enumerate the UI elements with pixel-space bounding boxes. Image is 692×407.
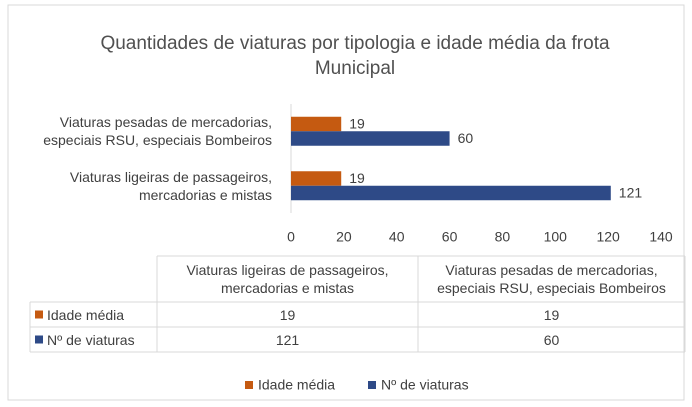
table-cell: 60 xyxy=(543,331,560,348)
legend-key xyxy=(245,381,253,389)
bar xyxy=(291,185,611,201)
table-cell: 19 xyxy=(543,306,560,323)
data-label: 19 xyxy=(349,170,365,186)
data-label: 19 xyxy=(349,116,365,132)
data-label: 121 xyxy=(619,185,643,201)
x-tick-label: 100 xyxy=(544,229,568,245)
x-tick-label: 60 xyxy=(442,229,458,245)
table-row-label: Idade média xyxy=(47,306,125,323)
x-tick-label: 80 xyxy=(495,229,511,245)
x-tick-label: 140 xyxy=(649,229,673,245)
bar xyxy=(291,116,342,132)
legend-key xyxy=(368,381,376,389)
table-cell: 19 xyxy=(279,306,296,323)
category-label: Viaturas pesadas de mercadorias, especia… xyxy=(43,114,272,149)
bar xyxy=(291,131,450,146)
table-header: Viaturas ligeiras de passageiros, mercad… xyxy=(186,262,389,296)
legend-key xyxy=(35,310,43,319)
legend-key xyxy=(35,335,43,344)
category-label: Viaturas ligeiras de passageiros, mercad… xyxy=(69,168,272,203)
x-tick-label: 20 xyxy=(336,229,352,245)
x-tick-label: 120 xyxy=(596,229,620,245)
x-tick-label: 0 xyxy=(287,229,295,245)
x-tick-label: 40 xyxy=(389,229,405,245)
table-header: Viaturas pesadas de mercadorias, especia… xyxy=(437,262,666,296)
bar xyxy=(291,171,342,186)
table-cell: 121 xyxy=(275,331,300,348)
legend-label: Nº de viaturas xyxy=(381,377,469,393)
data-label: 60 xyxy=(458,130,474,146)
chart-border xyxy=(7,4,685,401)
legend-label: Idade média xyxy=(258,377,335,393)
chart-title: Quantidades de viaturas por tipologia e … xyxy=(100,33,610,79)
table-row-label: Nº de viaturas xyxy=(47,331,135,348)
